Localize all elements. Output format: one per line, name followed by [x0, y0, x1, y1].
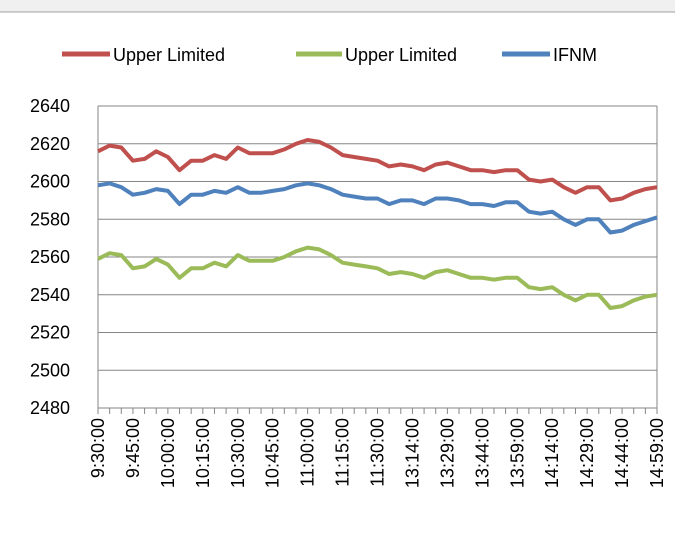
x-tick-label: 13:14:00 — [402, 418, 422, 488]
x-tick-label: 14:14:00 — [542, 418, 562, 488]
series-line — [97, 181, 658, 235]
x-tick-label: 10:45:00 — [263, 418, 283, 488]
y-tick-label: 2620 — [30, 134, 70, 154]
x-tick-label: 14:29:00 — [577, 418, 597, 488]
grid — [97, 105, 658, 414]
y-tick-label: 2540 — [30, 285, 70, 305]
x-tick-label: 13:59:00 — [507, 418, 527, 488]
legend-label: Upper Limited — [113, 45, 225, 65]
plot — [97, 138, 658, 310]
x-tick-label: 10:00:00 — [158, 418, 178, 488]
y-tick-label: 2560 — [30, 247, 70, 267]
legend-label: IFNM — [553, 45, 597, 65]
x-tick-label: 11:15:00 — [333, 418, 353, 487]
x-tick-label: 13:29:00 — [437, 418, 457, 488]
y-tick-label: 2600 — [30, 172, 70, 192]
x-tick-label: 13:44:00 — [472, 418, 492, 488]
series-line — [97, 245, 658, 310]
x-tick-label: 14:59:00 — [647, 418, 667, 488]
y-tick-label: 2500 — [30, 360, 70, 380]
series-line — [97, 138, 658, 203]
x-tick-label: 14:44:00 — [612, 418, 632, 488]
x-tick-label: 11:00:00 — [298, 418, 318, 487]
y-tick-label: 2640 — [30, 96, 70, 116]
window-strip — [0, 0, 675, 12]
y-tick-label: 2520 — [30, 323, 70, 343]
y-tick-label: 2480 — [30, 398, 70, 418]
x-tick-label: 9:30:00 — [88, 418, 108, 478]
x-tick-label: 10:15:00 — [193, 418, 213, 488]
x-tick-label: 10:30:00 — [228, 418, 248, 488]
y-tick-label: 2580 — [30, 209, 70, 229]
x-tick-label: 9:45:00 — [123, 418, 143, 478]
x-tick-label: 11:30:00 — [368, 418, 388, 487]
legend-label: Upper Limited — [345, 45, 457, 65]
